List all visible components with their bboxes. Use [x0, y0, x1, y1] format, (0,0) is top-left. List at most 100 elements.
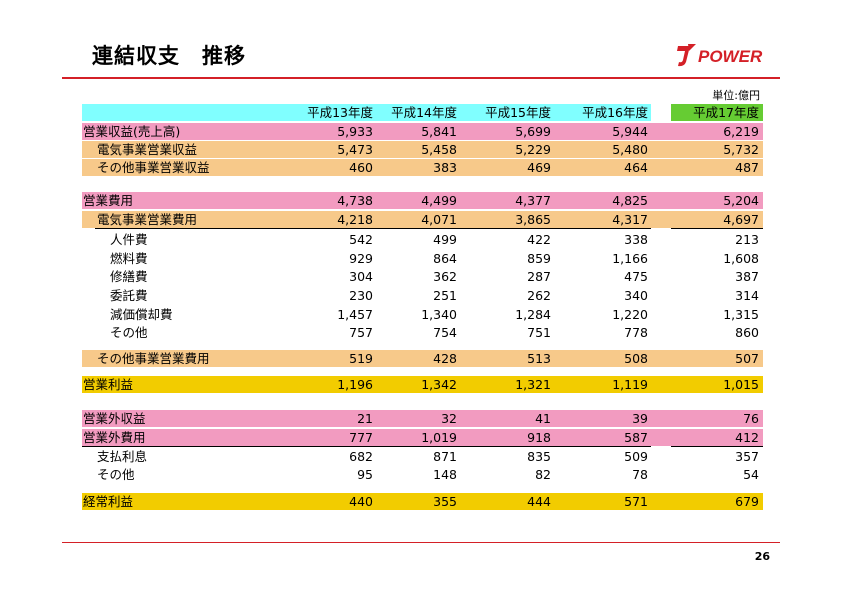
- cell: 1,119: [612, 377, 648, 392]
- cell: 5,841: [421, 124, 457, 139]
- cell: 6,219: [723, 124, 759, 139]
- cell: 340: [624, 288, 648, 303]
- cell: 1,457: [337, 307, 373, 322]
- table-row: 電気事業営業収益 5,473 5,458 5,229 5,480 5,732: [0, 141, 842, 158]
- cell: 1,166: [612, 251, 648, 266]
- header-band-fy17: [671, 104, 763, 121]
- cell: 314: [735, 288, 759, 303]
- column-header: 平成16年度: [582, 105, 648, 120]
- row-label: 営業外費用: [83, 430, 146, 445]
- table-row: 支払利息 682 871 835 509 357: [0, 448, 842, 465]
- cell: 487: [735, 160, 759, 175]
- cell: 387: [735, 269, 759, 284]
- row-label: 営業外収益: [83, 411, 146, 426]
- cell: 5,458: [421, 142, 457, 157]
- row-label: 燃料費: [110, 251, 148, 266]
- row-label: 減価償却費: [110, 307, 173, 322]
- cell: 4,218: [337, 212, 373, 227]
- cell: 338: [624, 232, 648, 247]
- cell: 21: [357, 411, 373, 426]
- table-row: 経常利益 440 355 444 571 679: [0, 493, 842, 510]
- table-row: 燃料費 929 864 859 1,166 1,608: [0, 250, 842, 267]
- cell: 4,825: [612, 193, 648, 208]
- cell: 287: [527, 269, 551, 284]
- table-row: 営業外収益 21 32 41 39 76: [0, 410, 842, 427]
- table-row: 人件費 542 499 422 338 213: [0, 231, 842, 248]
- row-label: 委託費: [110, 288, 148, 303]
- cell: 1,019: [421, 430, 457, 445]
- cell: 32: [441, 411, 457, 426]
- cell: 213: [735, 232, 759, 247]
- cell: 362: [433, 269, 457, 284]
- row-label: 電気事業営業費用: [97, 212, 198, 227]
- cell: 587: [624, 430, 648, 445]
- row-label: 営業利益: [83, 377, 134, 392]
- cell: 1,321: [515, 377, 551, 392]
- row-label: 人件費: [110, 232, 148, 247]
- cell: 679: [735, 494, 759, 509]
- column-header: 平成13年度: [307, 105, 373, 120]
- cell: 304: [349, 269, 373, 284]
- cell: 5,699: [515, 124, 551, 139]
- cell: 5,204: [723, 193, 759, 208]
- subtotal-rule: [95, 228, 651, 229]
- cell: 918: [527, 430, 551, 445]
- row-label: 経常利益: [83, 494, 134, 509]
- cell: 859: [527, 251, 551, 266]
- cell: 1,196: [337, 377, 373, 392]
- cell: 78: [632, 467, 648, 482]
- cell: 1,315: [723, 307, 759, 322]
- cell: 757: [349, 325, 373, 340]
- jpower-logo: POWER: [677, 44, 763, 67]
- cell: 422: [527, 232, 551, 247]
- row-label: その他事業営業収益: [97, 160, 210, 175]
- cell: 469: [527, 160, 551, 175]
- cell: 39: [632, 411, 648, 426]
- cell: 262: [527, 288, 551, 303]
- subtotal-rule: [82, 446, 651, 447]
- table-row: 電気事業営業費用 4,218 4,071 3,865 4,317 4,697: [0, 211, 842, 228]
- column-header: 平成14年度: [391, 105, 457, 120]
- cell: 230: [349, 288, 373, 303]
- cell: 1,220: [612, 307, 648, 322]
- cell: 1,342: [421, 377, 457, 392]
- cell: 508: [624, 351, 648, 366]
- table-row: 減価償却費 1,457 1,340 1,284 1,220 1,315: [0, 306, 842, 323]
- cell: 460: [349, 160, 373, 175]
- cell: 860: [735, 325, 759, 340]
- cell: 4,738: [337, 193, 373, 208]
- cell: 3,865: [515, 212, 551, 227]
- cell: 864: [433, 251, 457, 266]
- cell: 355: [433, 494, 457, 509]
- table-row: 営業収益(売上高) 5,933 5,841 5,699 5,944 6,219: [0, 123, 842, 140]
- row-label: 支払利息: [97, 449, 148, 464]
- row-label: 営業収益(売上高): [83, 124, 181, 139]
- title-divider: [62, 77, 780, 79]
- logo-text: POWER: [698, 47, 763, 66]
- cell: 519: [349, 351, 373, 366]
- table-row: その他事業営業費用 519 428 513 508 507: [0, 350, 842, 367]
- cell: 682: [349, 449, 373, 464]
- cell: 444: [527, 494, 551, 509]
- cell: 5,473: [337, 142, 373, 157]
- cell: 754: [433, 325, 457, 340]
- cell: 148: [433, 467, 457, 482]
- table-row: その他 95 148 82 78 54: [0, 466, 842, 483]
- header-band: [82, 104, 651, 121]
- table-row: 修繕費 304 362 287 475 387: [0, 268, 842, 285]
- cell: 464: [624, 160, 648, 175]
- cell: 251: [433, 288, 457, 303]
- cell: 383: [433, 160, 457, 175]
- page-title: 連結収支 推移: [92, 44, 246, 68]
- cell: 509: [624, 449, 648, 464]
- table-row: 営業費用 4,738 4,499 4,377 4,825 5,204: [0, 192, 842, 209]
- cell: 542: [349, 232, 373, 247]
- column-header: 平成15年度: [485, 105, 551, 120]
- cell: 428: [433, 351, 457, 366]
- cell: 778: [624, 325, 648, 340]
- column-header-row: 平成13年度 平成14年度 平成15年度 平成16年度 平成17年度: [0, 104, 842, 121]
- row-label: その他事業営業費用: [97, 351, 210, 366]
- cell: 1,340: [421, 307, 457, 322]
- footer-divider: [62, 542, 780, 543]
- cell: 76: [743, 411, 759, 426]
